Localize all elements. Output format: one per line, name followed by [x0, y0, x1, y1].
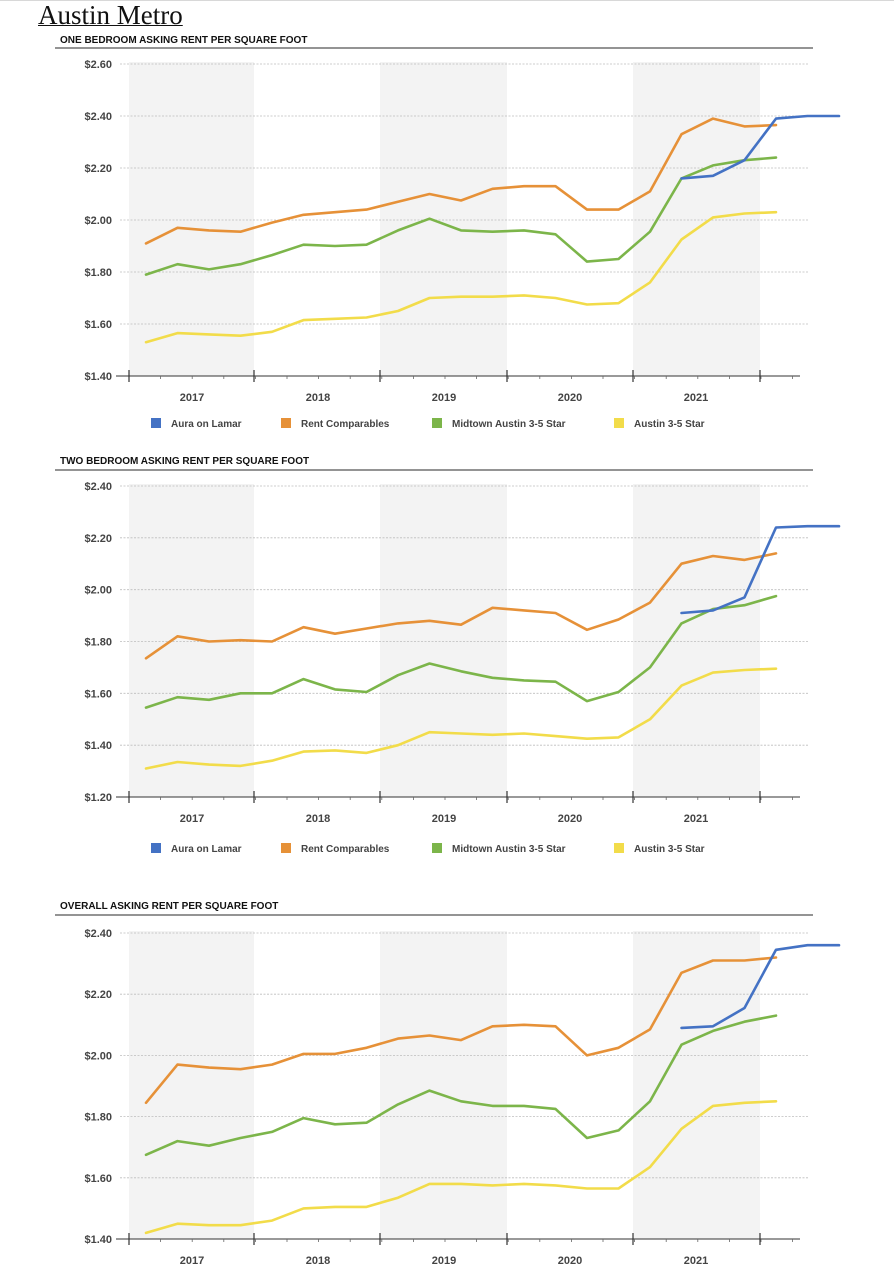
y-tick-label: $2.40	[84, 928, 112, 940]
legend-swatch-midtown-austin-3-5-star	[432, 418, 442, 428]
y-tick-label: $1.40	[84, 1234, 112, 1246]
y-tick-label: $2.20	[84, 533, 112, 545]
x-tick-label: 2019	[432, 813, 456, 825]
x-tick-label: 2017	[180, 392, 204, 404]
legend-swatch-aura-on-lamar	[151, 843, 161, 853]
y-tick-label: $2.00	[84, 1050, 112, 1062]
legend-label-aura-on-lamar: Aura on Lamar	[171, 844, 242, 855]
legend-label-austin-3-5-star: Austin 3-5 Star	[634, 844, 705, 855]
overall-rent-chart: OVERALL ASKING RENT PER SQUARE FOOT $1.40…	[55, 901, 841, 1267]
series-line-midtown-austin-3-5-star	[144, 1014, 778, 1157]
chart-title: ONE BEDROOM ASKING RENT PER SQUARE FOOT	[60, 35, 307, 46]
x-tick-label: 2017	[180, 813, 204, 825]
x-tick-label: 2018	[306, 392, 330, 404]
x-tick-label: 2018	[306, 1255, 330, 1267]
series-line-rent-comparables	[144, 956, 778, 1105]
series-line-midtown-austin-3-5-star	[144, 156, 778, 276]
y-tick-label: $2.20	[84, 163, 112, 175]
y-tick-label: $2.40	[84, 481, 112, 493]
year-band	[633, 931, 760, 1239]
legend-swatch-rent-comparables	[281, 843, 291, 853]
x-tick-label: 2019	[432, 1255, 456, 1267]
two-bedroom-rent-chart: TWO BEDROOM ASKING RENT PER SQUARE FOOT $…	[55, 456, 841, 855]
series-line-aura-on-lamar	[680, 114, 841, 180]
legend-label-aura-on-lamar: Aura on Lamar	[171, 419, 242, 430]
legend-swatch-austin-3-5-star	[614, 843, 624, 853]
chart-title: OVERALL ASKING RENT PER SQUARE FOOT	[60, 901, 278, 912]
series-line-aura-on-lamar	[680, 524, 841, 615]
x-tick-label: 2020	[558, 813, 582, 825]
y-tick-label: $1.80	[84, 1112, 112, 1124]
y-tick-label: $1.20	[84, 792, 112, 804]
one-bedroom-rent-chart: ONE BEDROOM ASKING RENT PER SQUARE FOOT $…	[55, 35, 841, 430]
series-line-austin-3-5-star	[144, 210, 778, 344]
series-line-midtown-austin-3-5-star	[144, 594, 778, 709]
series-line-austin-3-5-star	[144, 667, 778, 770]
legend-swatch-rent-comparables	[281, 418, 291, 428]
y-tick-label: $1.60	[84, 319, 112, 331]
y-tick-label: $2.60	[84, 59, 112, 71]
year-band	[380, 484, 507, 797]
series-line-rent-comparables	[144, 552, 778, 660]
legend-swatch-aura-on-lamar	[151, 418, 161, 428]
legend-swatch-midtown-austin-3-5-star	[432, 843, 442, 853]
year-band	[380, 931, 507, 1239]
x-tick-label: 2021	[684, 813, 708, 825]
y-tick-label: $1.80	[84, 637, 112, 649]
y-tick-label: $1.80	[84, 267, 112, 279]
y-tick-label: $1.40	[84, 740, 112, 752]
x-tick-label: 2019	[432, 392, 456, 404]
legend-label-rent-comparables: Rent Comparables	[301, 419, 390, 430]
x-tick-label: 2021	[684, 1255, 708, 1267]
series-line-austin-3-5-star	[144, 1100, 778, 1235]
x-tick-label: 2020	[558, 392, 582, 404]
legend-swatch-austin-3-5-star	[614, 418, 624, 428]
page-title: Austin Metro	[38, 0, 183, 30]
series-line-rent-comparables	[144, 117, 778, 245]
y-tick-label: $1.40	[84, 371, 112, 383]
series-line-aura-on-lamar	[680, 943, 841, 1030]
year-band	[633, 484, 760, 797]
year-band	[633, 62, 760, 376]
y-tick-label: $2.40	[84, 111, 112, 123]
top-rule	[0, 0, 894, 1]
legend-label-rent-comparables: Rent Comparables	[301, 844, 390, 855]
y-tick-label: $2.20	[84, 989, 112, 1001]
legend-label-midtown-austin-3-5-star: Midtown Austin 3-5 Star	[452, 844, 566, 855]
y-tick-label: $2.00	[84, 215, 112, 227]
chart-title: TWO BEDROOM ASKING RENT PER SQUARE FOOT	[60, 456, 309, 467]
y-tick-label: $1.60	[84, 1173, 112, 1185]
year-band	[380, 62, 507, 376]
y-tick-label: $2.00	[84, 585, 112, 597]
legend-label-midtown-austin-3-5-star: Midtown Austin 3-5 Star	[452, 419, 566, 430]
x-tick-label: 2021	[684, 392, 708, 404]
legend-label-austin-3-5-star: Austin 3-5 Star	[634, 419, 705, 430]
year-band	[129, 62, 254, 376]
year-band	[129, 931, 254, 1239]
x-tick-label: 2017	[180, 1255, 204, 1267]
y-tick-label: $1.60	[84, 688, 112, 700]
x-tick-label: 2020	[558, 1255, 582, 1267]
x-tick-label: 2018	[306, 813, 330, 825]
